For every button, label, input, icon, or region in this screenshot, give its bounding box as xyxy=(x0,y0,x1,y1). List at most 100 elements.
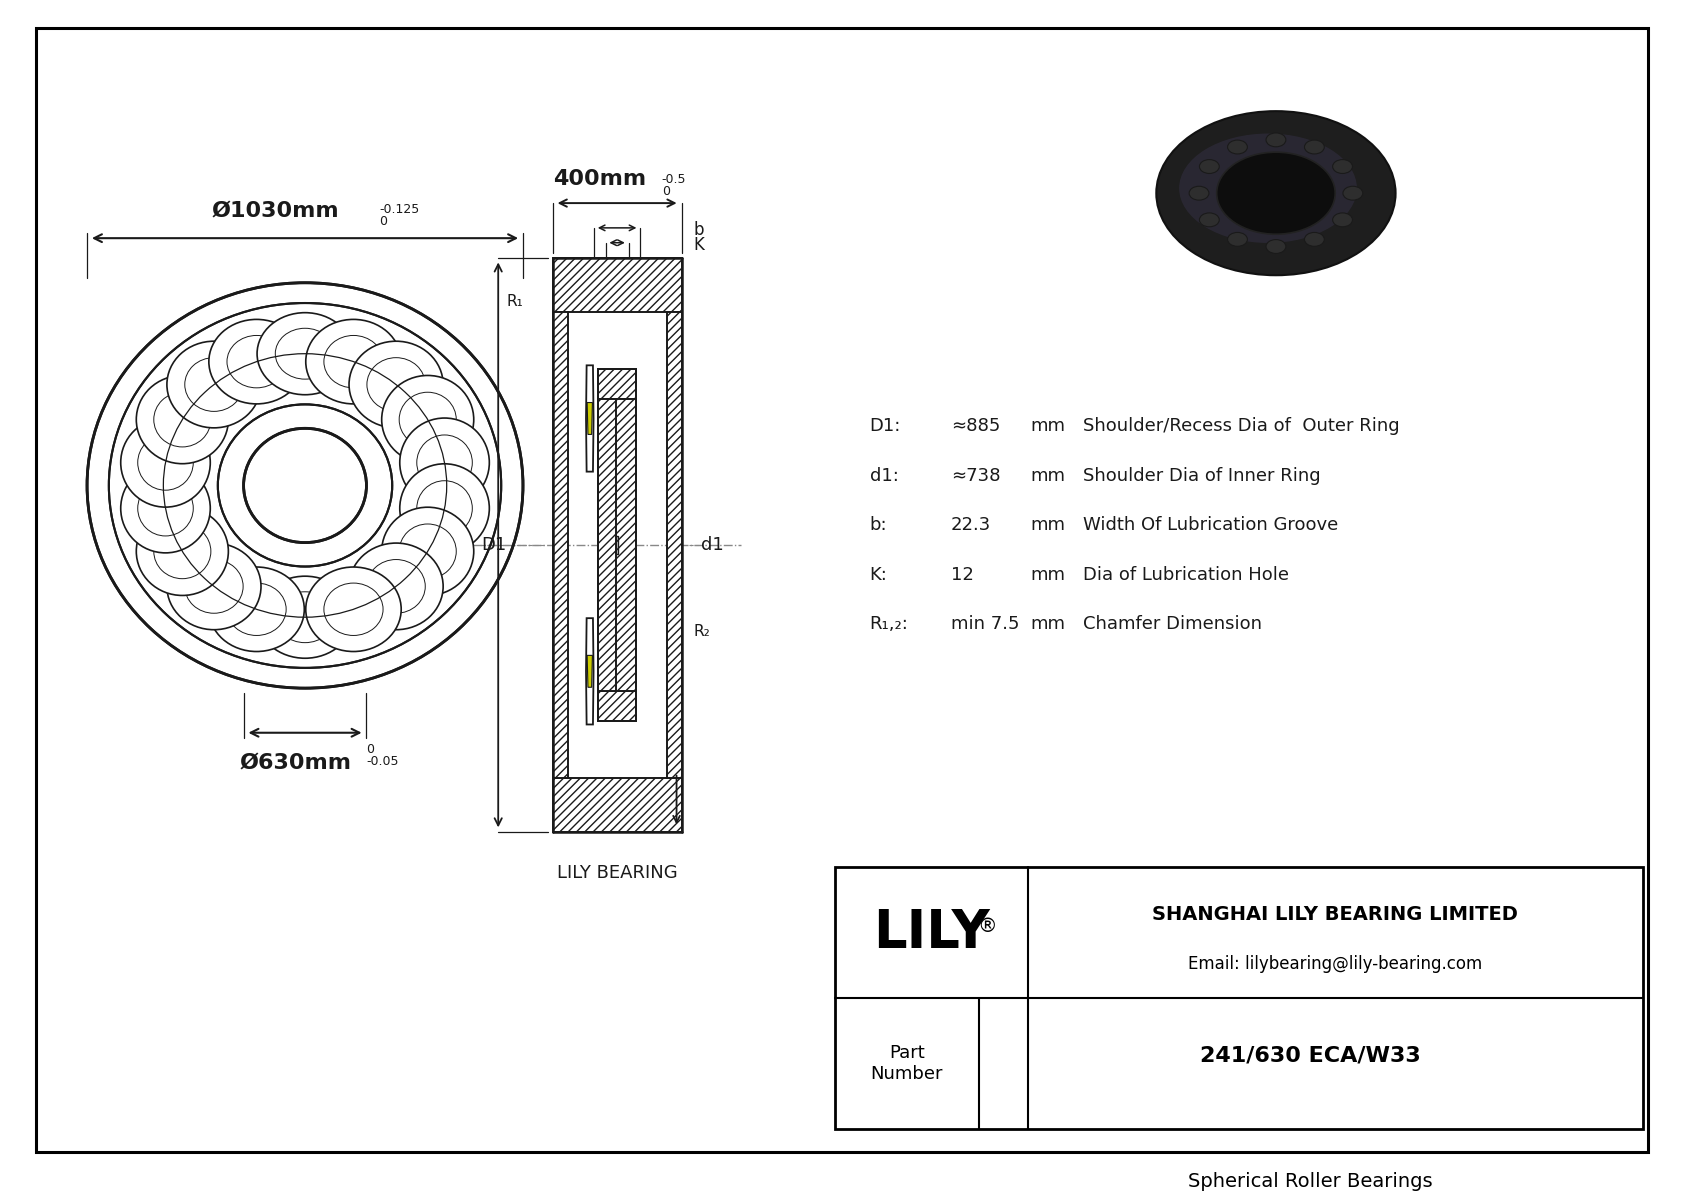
Ellipse shape xyxy=(1199,160,1219,174)
Text: LILY BEARING: LILY BEARING xyxy=(557,863,677,881)
Ellipse shape xyxy=(367,357,426,411)
Text: 22.3: 22.3 xyxy=(951,516,992,534)
Text: min 7.5: min 7.5 xyxy=(951,616,1019,634)
Polygon shape xyxy=(598,369,637,399)
Ellipse shape xyxy=(1157,111,1396,275)
Ellipse shape xyxy=(1218,152,1335,235)
Ellipse shape xyxy=(1179,133,1357,243)
Text: mm: mm xyxy=(1031,616,1066,634)
Polygon shape xyxy=(552,257,682,312)
Ellipse shape xyxy=(416,435,472,491)
Text: -0.5: -0.5 xyxy=(662,173,685,186)
Polygon shape xyxy=(586,366,593,472)
Text: 0: 0 xyxy=(379,216,387,229)
Polygon shape xyxy=(588,403,593,435)
Ellipse shape xyxy=(367,560,426,613)
Ellipse shape xyxy=(1332,160,1352,174)
Ellipse shape xyxy=(1266,133,1287,146)
Ellipse shape xyxy=(227,336,286,388)
Text: -0.125: -0.125 xyxy=(379,204,419,217)
Ellipse shape xyxy=(382,507,473,596)
Polygon shape xyxy=(616,399,637,691)
Bar xyxy=(835,867,1642,1129)
Ellipse shape xyxy=(138,435,194,491)
Ellipse shape xyxy=(349,341,443,428)
Ellipse shape xyxy=(167,543,261,630)
Ellipse shape xyxy=(121,463,210,553)
Ellipse shape xyxy=(323,584,382,636)
Text: ≈885: ≈885 xyxy=(951,417,1000,435)
Polygon shape xyxy=(598,399,618,691)
Ellipse shape xyxy=(1228,141,1248,154)
Ellipse shape xyxy=(416,481,472,536)
Ellipse shape xyxy=(185,357,242,411)
Text: Email: lilybearing@lily-bearing.com: Email: lilybearing@lily-bearing.com xyxy=(1189,955,1482,973)
Text: -0.05: -0.05 xyxy=(367,755,399,767)
Ellipse shape xyxy=(323,336,382,388)
Ellipse shape xyxy=(1199,213,1219,226)
Text: Ø1030mm: Ø1030mm xyxy=(212,200,338,220)
Text: Part
Number: Part Number xyxy=(871,1045,943,1083)
Text: R₁,₂:: R₁,₂: xyxy=(869,616,909,634)
Text: mm: mm xyxy=(1031,467,1066,485)
Text: Width Of Lubrication Groove: Width Of Lubrication Groove xyxy=(1083,516,1339,534)
Ellipse shape xyxy=(1342,186,1362,200)
Ellipse shape xyxy=(399,418,490,507)
Ellipse shape xyxy=(185,560,242,613)
Ellipse shape xyxy=(1305,232,1324,247)
Ellipse shape xyxy=(153,392,210,447)
Polygon shape xyxy=(588,655,593,687)
Text: d1:: d1: xyxy=(869,467,899,485)
Polygon shape xyxy=(586,618,593,724)
Ellipse shape xyxy=(167,341,261,428)
Ellipse shape xyxy=(136,507,229,596)
Text: Chamfer Dimension: Chamfer Dimension xyxy=(1083,616,1261,634)
Ellipse shape xyxy=(349,543,443,630)
Ellipse shape xyxy=(1305,141,1324,154)
Ellipse shape xyxy=(399,524,456,579)
Text: 0: 0 xyxy=(367,743,374,755)
Text: Spherical Roller Bearings: Spherical Roller Bearings xyxy=(1189,1172,1433,1191)
Ellipse shape xyxy=(274,592,335,643)
Text: 241/630 ECA/W33: 241/630 ECA/W33 xyxy=(1201,1046,1421,1066)
Ellipse shape xyxy=(306,319,401,404)
Ellipse shape xyxy=(306,567,401,651)
Text: SHANGHAI LILY BEARING LIMITED: SHANGHAI LILY BEARING LIMITED xyxy=(1152,905,1519,924)
Text: mm: mm xyxy=(1031,516,1066,534)
Text: Shoulder Dia of Inner Ring: Shoulder Dia of Inner Ring xyxy=(1083,467,1320,485)
Ellipse shape xyxy=(274,329,335,379)
Text: 0: 0 xyxy=(662,185,670,198)
Ellipse shape xyxy=(1189,186,1209,200)
Text: LILY: LILY xyxy=(874,906,990,959)
Text: ®: ® xyxy=(977,917,997,936)
Text: K:: K: xyxy=(869,566,887,584)
Text: D1:: D1: xyxy=(869,417,901,435)
Ellipse shape xyxy=(138,481,194,536)
Text: b: b xyxy=(694,220,704,239)
Text: R₁: R₁ xyxy=(507,294,524,308)
Ellipse shape xyxy=(1332,213,1352,226)
Ellipse shape xyxy=(382,375,473,463)
Ellipse shape xyxy=(258,313,354,394)
Text: R₂: R₂ xyxy=(694,624,711,638)
Text: ≈738: ≈738 xyxy=(951,467,1000,485)
Polygon shape xyxy=(616,536,618,554)
Ellipse shape xyxy=(227,584,286,636)
Ellipse shape xyxy=(399,392,456,447)
Text: Ø630mm: Ø630mm xyxy=(239,753,352,773)
Ellipse shape xyxy=(258,576,354,659)
Polygon shape xyxy=(552,778,682,833)
Ellipse shape xyxy=(153,524,210,579)
Ellipse shape xyxy=(136,375,229,463)
Text: 12: 12 xyxy=(951,566,973,584)
Polygon shape xyxy=(667,312,682,778)
Text: Dia of Lubrication Hole: Dia of Lubrication Hole xyxy=(1083,566,1288,584)
Text: b:: b: xyxy=(869,516,887,534)
Polygon shape xyxy=(598,691,637,721)
Polygon shape xyxy=(552,312,568,778)
Ellipse shape xyxy=(209,567,305,651)
Text: d1: d1 xyxy=(701,536,724,554)
Ellipse shape xyxy=(1266,239,1287,254)
Ellipse shape xyxy=(209,319,305,404)
Ellipse shape xyxy=(83,279,527,692)
